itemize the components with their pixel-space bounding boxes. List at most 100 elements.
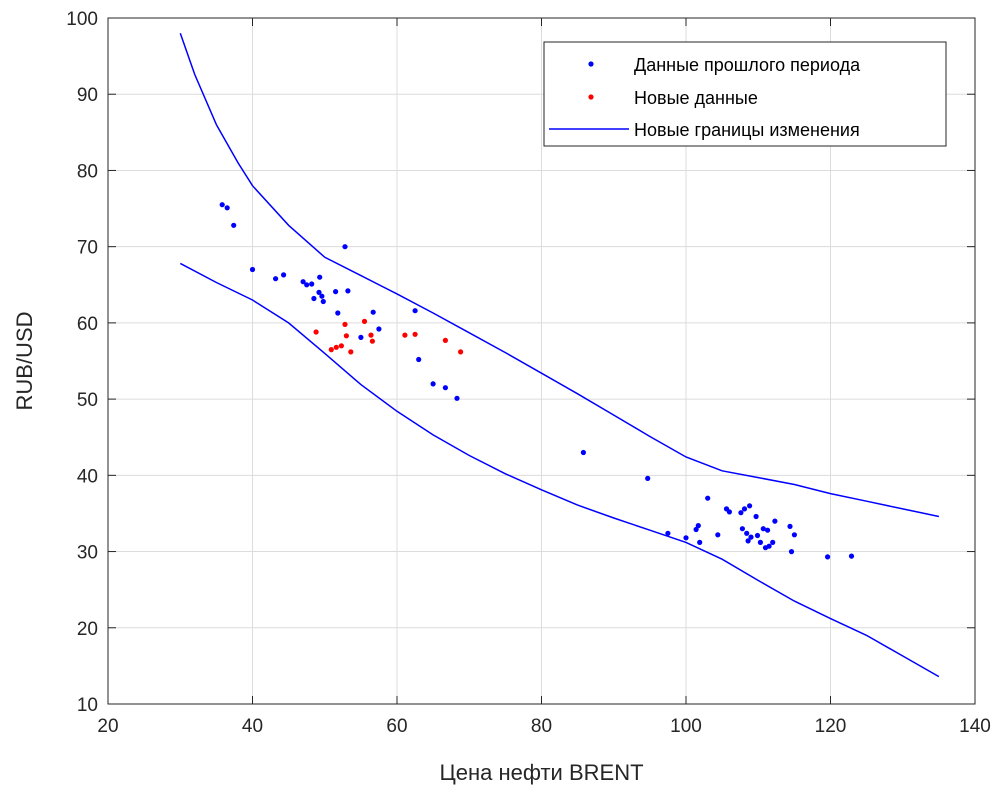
past-data-point: [430, 381, 436, 387]
past-data-point: [249, 266, 256, 273]
past-data-point: [683, 535, 689, 541]
past-data-point: [770, 539, 776, 546]
past-data-point: [416, 356, 422, 363]
new-data-point: [442, 337, 448, 343]
past-data-point: [376, 326, 382, 332]
x-tick-label: 40: [242, 716, 263, 737]
y-tick-label: 80: [77, 161, 98, 182]
past-data-point: [320, 298, 326, 305]
x-tick-label: 20: [97, 716, 118, 737]
new-data-point: [412, 331, 418, 337]
upper-boundary-line: [179, 32, 940, 518]
y-tick-label: 10: [77, 695, 98, 716]
past-data-point: [744, 530, 750, 536]
y-axis-label: RUB/USD: [12, 311, 37, 410]
past-data-point: [319, 293, 325, 299]
legend-marker-new-data: [588, 94, 594, 100]
past-data-point: [695, 523, 701, 529]
y-axis-ticks: 10 20 30 40 50 60 70 80 90 100: [66, 9, 975, 716]
new-data-point: [361, 318, 368, 324]
past-data-point: [787, 523, 793, 530]
x-tick-label: 60: [386, 716, 407, 737]
new-data-point: [343, 333, 349, 339]
past-data-point: [715, 532, 721, 538]
past-data-point: [697, 539, 703, 546]
past-data-point: [757, 539, 764, 546]
data-points: [219, 202, 855, 560]
past-data-point: [738, 510, 744, 516]
past-data-point: [760, 526, 766, 532]
x-tick-label: 100: [670, 716, 702, 737]
past-data-point: [412, 308, 418, 314]
new-data-point: [402, 332, 408, 338]
past-data-point: [745, 538, 751, 544]
x-axis-ticks: 20 40 60 80 100 120 140: [97, 18, 991, 737]
past-data-point: [345, 288, 351, 294]
legend-label-boundaries: Новые границы изменения: [634, 120, 860, 140]
legend: Данные прошлого периода Новые данные Нов…: [543, 41, 947, 147]
past-data-point: [739, 526, 746, 532]
y-tick-label: 30: [77, 543, 98, 564]
plot-frame: [107, 17, 976, 705]
past-data-point: [765, 527, 771, 533]
past-data-point: [754, 532, 761, 539]
y-tick-label: 70: [77, 238, 98, 259]
legend-marker-past-data: [588, 61, 594, 67]
y-tick-label: 20: [77, 619, 98, 640]
past-data-point: [705, 495, 711, 501]
past-data-point: [224, 205, 230, 211]
past-data-point: [772, 518, 778, 524]
past-data-point: [309, 281, 315, 287]
new-data-point: [458, 349, 464, 355]
past-data-point: [766, 543, 772, 549]
y-tick-label: 100: [66, 9, 98, 30]
past-data-point: [665, 530, 671, 536]
past-data-point: [219, 202, 225, 208]
x-tick-label: 140: [959, 716, 991, 737]
past-data-point: [311, 295, 317, 302]
past-data-point: [333, 289, 339, 295]
y-tick-label: 60: [77, 314, 98, 335]
past-data-point: [748, 534, 754, 540]
past-data-point: [741, 506, 748, 512]
past-data-point: [442, 385, 448, 391]
x-tick-label: 80: [531, 716, 552, 737]
past-data-point: [693, 526, 699, 533]
past-data-point: [358, 334, 364, 340]
y-tick-label: 40: [77, 466, 98, 487]
past-data-point: [788, 549, 795, 555]
legend-label-past-data: Данные прошлого периода: [634, 55, 861, 75]
new-data-point: [338, 343, 344, 349]
past-data-point: [317, 274, 323, 280]
past-data-point: [726, 509, 733, 515]
past-data-point: [370, 309, 376, 315]
new-data-point: [313, 329, 319, 335]
lower-boundary-line: [179, 262, 940, 678]
past-data-point: [580, 449, 587, 456]
past-data-point: [231, 222, 237, 228]
new-data-point: [342, 321, 348, 327]
new-data-point: [369, 338, 375, 344]
past-data-point: [342, 244, 348, 250]
past-data-point: [300, 279, 306, 285]
past-data-point: [316, 289, 322, 295]
past-data-point: [454, 395, 460, 401]
past-data-point: [848, 553, 855, 559]
past-data-point: [747, 503, 753, 509]
new-data-point: [328, 347, 334, 353]
new-data-point: [333, 344, 339, 350]
x-tick-label: 120: [815, 716, 847, 737]
legend-label-new-data: Новые данные: [634, 88, 758, 108]
new-data-point: [348, 349, 354, 355]
past-data-point: [825, 554, 831, 560]
past-data-point: [645, 475, 651, 481]
past-data-point: [273, 276, 279, 282]
past-data-point: [753, 513, 759, 520]
y-tick-label: 90: [77, 85, 98, 106]
past-data-point: [335, 310, 341, 316]
y-tick-label: 50: [77, 390, 98, 411]
boundary-lines: [179, 32, 940, 678]
past-data-point: [281, 272, 287, 278]
past-data-point: [791, 532, 798, 538]
